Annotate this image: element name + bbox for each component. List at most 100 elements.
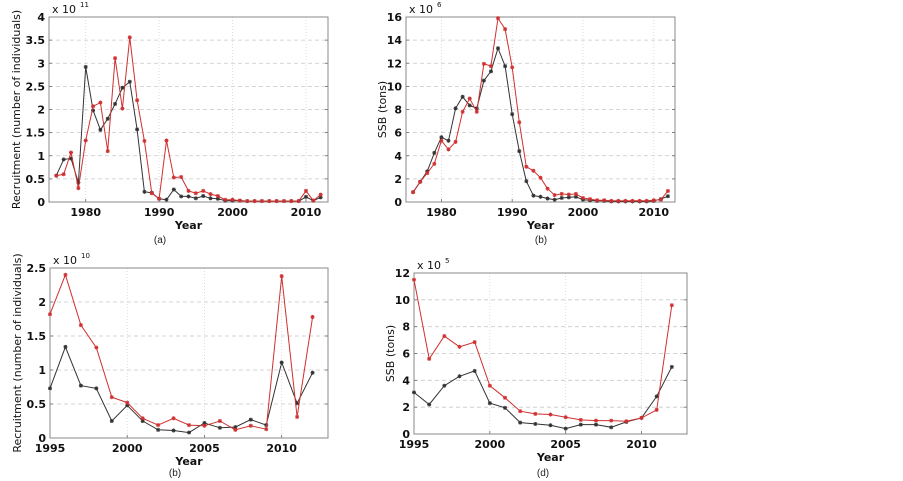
data-point-black bbox=[533, 421, 538, 426]
data-point-black bbox=[566, 195, 571, 200]
data-point-red bbox=[252, 199, 257, 204]
data-point-red bbox=[446, 147, 451, 152]
y-multiplier: x 10 bbox=[52, 3, 76, 16]
y-tick-label: 1 bbox=[37, 150, 45, 163]
data-point-red bbox=[658, 197, 663, 202]
data-point-red bbox=[259, 199, 264, 204]
data-point-black bbox=[193, 196, 198, 201]
data-point-black bbox=[538, 194, 543, 199]
x-tick-label: 2000 bbox=[475, 438, 506, 451]
x-axis-label: Year bbox=[526, 219, 555, 232]
data-point-red bbox=[427, 356, 432, 361]
data-point-black bbox=[135, 127, 140, 132]
x-tick-label: 2000 bbox=[568, 206, 599, 219]
y-tick-label: 0 bbox=[38, 432, 46, 445]
data-point-red bbox=[120, 106, 125, 111]
data-point-black bbox=[559, 195, 564, 200]
data-point-red bbox=[245, 199, 250, 204]
y-multiplier: x 10 bbox=[409, 3, 433, 16]
y-tick-label: 0 bbox=[402, 428, 410, 441]
data-point-black bbox=[201, 193, 206, 198]
x-axis-label: Year bbox=[174, 455, 203, 468]
y-tick-label: 2 bbox=[394, 173, 402, 186]
data-point-red bbox=[552, 193, 557, 198]
data-point-red bbox=[279, 274, 284, 279]
x-tick-label: 2010 bbox=[638, 206, 669, 219]
data-point-red bbox=[503, 27, 508, 32]
data-point-red bbox=[69, 150, 74, 155]
data-point-red bbox=[78, 323, 83, 328]
data-point-red bbox=[171, 175, 176, 180]
x-tick-label: 2010 bbox=[626, 438, 657, 451]
panel-caption: (a) bbox=[154, 235, 166, 246]
data-point-red bbox=[171, 416, 176, 421]
data-point-red bbox=[432, 161, 437, 166]
data-point-red bbox=[580, 195, 585, 200]
y-tick-label: 2 bbox=[38, 296, 46, 309]
x-tick-label: 2010 bbox=[291, 206, 322, 219]
data-point-red bbox=[217, 419, 222, 423]
series-line-black bbox=[49, 345, 314, 434]
chart-panel-b: 0 2 4 6 8 10 12 14 16 1980 1990 2000 2010 x 10 6 Year SS… bbox=[376, 1, 676, 246]
y-tick-label: 4 bbox=[37, 11, 45, 24]
data-point-red bbox=[63, 272, 68, 277]
y-multiplier: x 10 bbox=[417, 259, 441, 272]
data-point-red bbox=[113, 56, 118, 61]
data-point-red bbox=[460, 109, 465, 114]
data-point-black bbox=[472, 368, 477, 373]
data-point-red bbox=[609, 418, 614, 423]
data-point-black bbox=[563, 426, 568, 431]
data-point-black bbox=[310, 370, 315, 375]
data-point-red bbox=[295, 414, 300, 419]
y-tick-label: 4 bbox=[402, 374, 410, 387]
data-point-red bbox=[559, 191, 564, 196]
data-point-red bbox=[157, 196, 162, 201]
data-point-red bbox=[531, 168, 536, 173]
data-point-black bbox=[98, 127, 103, 132]
data-point-red bbox=[223, 197, 228, 202]
data-point-red bbox=[472, 340, 477, 345]
data-point-black bbox=[61, 157, 66, 162]
data-point-red bbox=[624, 419, 629, 424]
data-point-red bbox=[311, 198, 316, 203]
data-point-red bbox=[76, 186, 81, 191]
data-point-red bbox=[61, 172, 66, 177]
data-point-red bbox=[588, 197, 593, 202]
panel-caption: (b) bbox=[169, 468, 181, 479]
data-point-red bbox=[595, 198, 600, 203]
data-point-black bbox=[578, 422, 583, 427]
series-group bbox=[412, 277, 674, 431]
panel-caption: (d) bbox=[537, 468, 549, 479]
data-point-red bbox=[109, 395, 114, 400]
data-point-red bbox=[156, 423, 161, 428]
y-tick-label: 3 bbox=[37, 57, 45, 70]
data-point-black bbox=[171, 187, 176, 192]
x-axis-label: Year bbox=[536, 451, 565, 464]
data-point-red bbox=[135, 98, 140, 103]
axes-box bbox=[49, 267, 329, 439]
data-point-red bbox=[248, 423, 253, 428]
data-point-black bbox=[171, 428, 176, 433]
plot-area bbox=[49, 17, 328, 202]
x-axis-label: Year bbox=[174, 219, 203, 232]
data-point-black bbox=[496, 46, 501, 51]
data-point-red bbox=[201, 188, 206, 193]
y-tick-label: 0.5 bbox=[27, 398, 47, 411]
data-point-red bbox=[193, 191, 198, 196]
data-point-red bbox=[453, 139, 458, 144]
data-point-red bbox=[310, 314, 315, 319]
axes-box bbox=[48, 16, 329, 203]
data-point-red bbox=[630, 198, 635, 203]
data-point-red bbox=[202, 423, 207, 428]
data-point-red bbox=[503, 395, 507, 400]
data-point-black bbox=[78, 383, 83, 388]
data-point-red bbox=[669, 303, 674, 308]
x-tick-label: 1990 bbox=[497, 206, 528, 219]
data-point-red bbox=[442, 334, 447, 339]
y-tick-label: 0 bbox=[394, 196, 402, 209]
panel-caption: (b) bbox=[535, 235, 547, 246]
axes-box bbox=[413, 272, 688, 435]
data-point-red bbox=[83, 138, 88, 143]
data-point-red bbox=[412, 277, 416, 282]
data-point-red bbox=[187, 423, 191, 428]
